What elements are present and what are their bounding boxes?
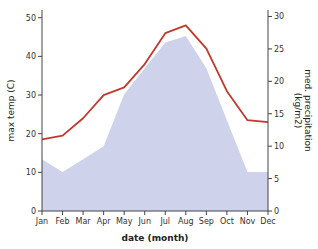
x-tick-label: May: [116, 217, 133, 226]
temp-line: [42, 25, 268, 139]
y2-tick: [268, 48, 272, 49]
y2-tick: [268, 146, 272, 147]
x-tick-label: Mar: [76, 217, 92, 226]
x-tick: [226, 211, 227, 215]
x-tick-label: Feb: [55, 217, 69, 226]
x-tick-label: Oct: [220, 217, 234, 226]
y2-tick-label: 15: [274, 110, 284, 119]
y-tick: [38, 17, 42, 18]
x-tick-label: Sep: [199, 217, 214, 226]
x-tick: [144, 211, 145, 215]
y-tick: [38, 133, 42, 134]
y2-axis-label: med. precipitation(kg/m2): [293, 69, 313, 151]
y2-tick-label: 20: [274, 77, 284, 86]
y-axis-line: [42, 10, 43, 211]
y-tick: [38, 95, 42, 96]
x-axis-label: date (month): [122, 233, 189, 243]
y2-tick-label: 5: [274, 175, 279, 184]
x-tick-label: Nov: [240, 217, 256, 226]
x-tick: [185, 211, 186, 215]
y-axis-label: max temp (C): [6, 79, 16, 141]
y-tick: [38, 172, 42, 173]
y2-tick-label: 10: [274, 142, 284, 151]
y-tick-label: 50: [26, 14, 36, 23]
x-tick-label: Dec: [260, 217, 275, 226]
x-tick-label: Jan: [35, 217, 48, 226]
y-tick: [38, 211, 42, 212]
x-tick: [103, 211, 104, 215]
x-tick-label: Apr: [97, 217, 112, 226]
x-tick: [83, 211, 84, 215]
x-axis-line: [42, 211, 268, 212]
x-tick-label: Jul: [159, 217, 170, 226]
y2-tick: [268, 16, 272, 17]
y2-tick-label: 30: [274, 12, 284, 21]
x-tick-label: Jun: [137, 217, 151, 226]
x-tick: [124, 211, 125, 215]
y-tick-label: 40: [26, 52, 36, 61]
y-tick-label: 20: [26, 130, 36, 139]
y2-tick: [268, 81, 272, 82]
x-tick: [165, 211, 166, 215]
y-tick-label: 30: [26, 91, 36, 100]
y2-tick: [268, 113, 272, 114]
y2-tick: [268, 211, 272, 212]
x-tick: [62, 211, 63, 215]
x-tick: [206, 211, 207, 215]
x-tick: [247, 211, 248, 215]
y2-tick: [268, 178, 272, 179]
y2-axis-label-line: med. precipitation: [303, 69, 313, 151]
x-tick: [268, 211, 269, 215]
y-tick-label: 0: [31, 207, 36, 216]
chart: 0 10 20 30 40 50 0 5 10 15 20 25 30 Jan Feb Mar Apr May Ju…: [0, 0, 318, 249]
plot-area: [42, 25, 268, 211]
x-tick: [42, 211, 43, 215]
y2-axis-line: [268, 10, 269, 211]
y-tick-label: 10: [26, 168, 36, 177]
y2-axis-label-line: (kg/m2): [293, 93, 303, 128]
x-tick-label: Aug: [178, 217, 194, 226]
y2-tick-label: 0: [274, 207, 279, 216]
y-tick: [38, 56, 42, 57]
y2-tick-label: 25: [274, 45, 284, 54]
